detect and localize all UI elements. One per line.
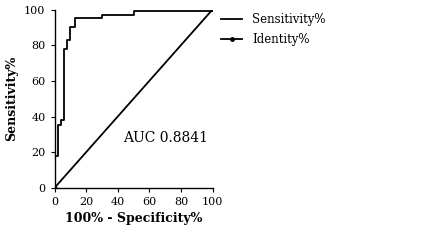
Y-axis label: Sensitivity%: Sensitivity% [6, 56, 18, 141]
X-axis label: 100% - Specificity%: 100% - Specificity% [65, 213, 202, 225]
Sensitivity% [99, 14, 104, 16]
Sensitivity% [55, 124, 60, 127]
Sensitivity% [68, 39, 73, 41]
Sensitivity% [62, 119, 67, 122]
Sensitivity% [68, 26, 73, 29]
Sensitivity% [55, 154, 60, 157]
Sensitivity% [65, 47, 70, 50]
Sensitivity% [99, 17, 104, 20]
Sensitivity% [131, 10, 136, 13]
Sensitivity% [131, 14, 136, 16]
Sensitivity% [52, 154, 57, 157]
Sensitivity% [72, 17, 77, 20]
Sensitivity% [52, 186, 57, 189]
Sensitivity% [58, 124, 63, 127]
Sensitivity% [72, 26, 77, 29]
Sensitivity% [52, 178, 57, 180]
Sensitivity% [58, 119, 63, 122]
Sensitivity% [62, 47, 67, 50]
Sensitivity% [210, 10, 215, 13]
Legend: Sensitivity%, Identity%: Sensitivity%, Identity% [220, 12, 327, 47]
Sensitivity% [65, 39, 70, 41]
Text: AUC 0.8841: AUC 0.8841 [122, 131, 208, 145]
Line: Sensitivity%: Sensitivity% [54, 11, 213, 188]
